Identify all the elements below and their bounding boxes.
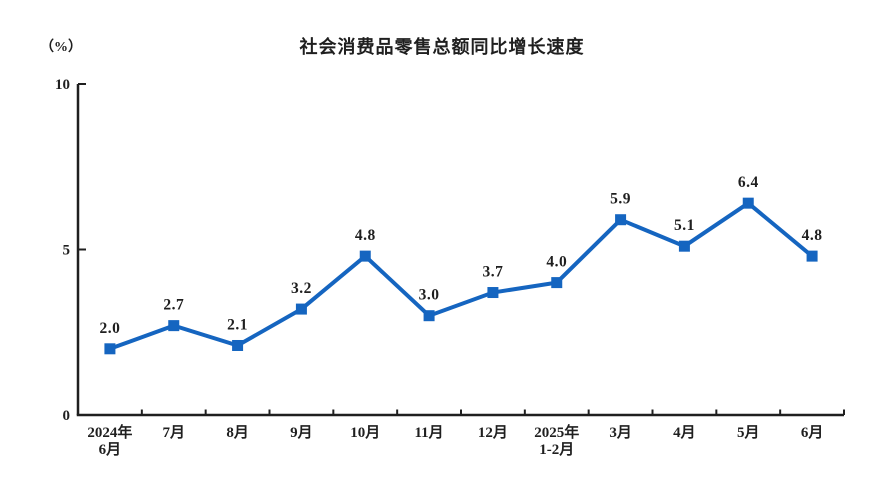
data-point-marker: [806, 250, 818, 262]
x-axis-category-label: 2025年: [534, 423, 579, 441]
data-point-marker: [232, 339, 244, 351]
data-point-marker: [615, 214, 627, 226]
data-point-value-label: 4.8: [355, 227, 376, 244]
x-axis-category-label: 4月: [673, 424, 696, 441]
x-axis-category-label: 11月: [414, 424, 443, 441]
data-point-value-label: 3.7: [482, 264, 503, 281]
x-axis-category-label: 8月: [226, 424, 249, 441]
data-point-marker: [551, 277, 563, 289]
data-point-value-label: 3.0: [419, 287, 440, 304]
x-axis-category-label: 6月: [99, 441, 122, 458]
x-axis-category-label: 12月: [478, 424, 508, 441]
x-axis-category-label: 2024年: [87, 423, 132, 441]
data-point-value-label: 2.1: [227, 316, 248, 333]
data-point-value-label: 2.0: [99, 320, 120, 337]
y-axis-tick-label: 0: [63, 408, 71, 424]
x-axis-category-label: 6月: [801, 424, 824, 441]
data-point-value-label: 5.1: [674, 217, 695, 234]
data-line: [109, 200, 814, 351]
data-point-marker: [104, 343, 116, 355]
y-axis-tick-label: 10: [55, 77, 70, 93]
data-point-marker: [487, 287, 499, 299]
x-axis-category-label: 7月: [162, 424, 185, 441]
chart-title: 社会消费品零售总额同比增长速度: [299, 37, 585, 57]
x-axis-category-label: 5月: [737, 424, 760, 441]
data-point-value-label: 3.2: [291, 280, 312, 297]
data-point-marker: [168, 320, 180, 332]
x-axis-category-label: 9月: [290, 424, 313, 441]
data-point-marker: [678, 240, 690, 252]
y-axis-unit-label: （%）: [40, 40, 82, 55]
data-point-value-label: 5.9: [610, 191, 631, 208]
data-point-value-label: 2.7: [163, 297, 184, 314]
data-point-value-label: 4.0: [546, 254, 567, 271]
data-point-marker: [742, 197, 754, 209]
data-point-marker: [359, 250, 371, 262]
x-axis-category-label: 1-2月: [539, 441, 574, 458]
x-axis-category-label: 10月: [350, 424, 380, 441]
data-point-value-label: 6.4: [738, 174, 759, 191]
data-point-marker: [423, 310, 435, 322]
data-point-value-label: 4.8: [802, 227, 823, 244]
x-axis-category-label: 3月: [609, 424, 632, 441]
data-point-marker: [295, 303, 307, 315]
y-axis-tick-label: 5: [63, 243, 71, 259]
